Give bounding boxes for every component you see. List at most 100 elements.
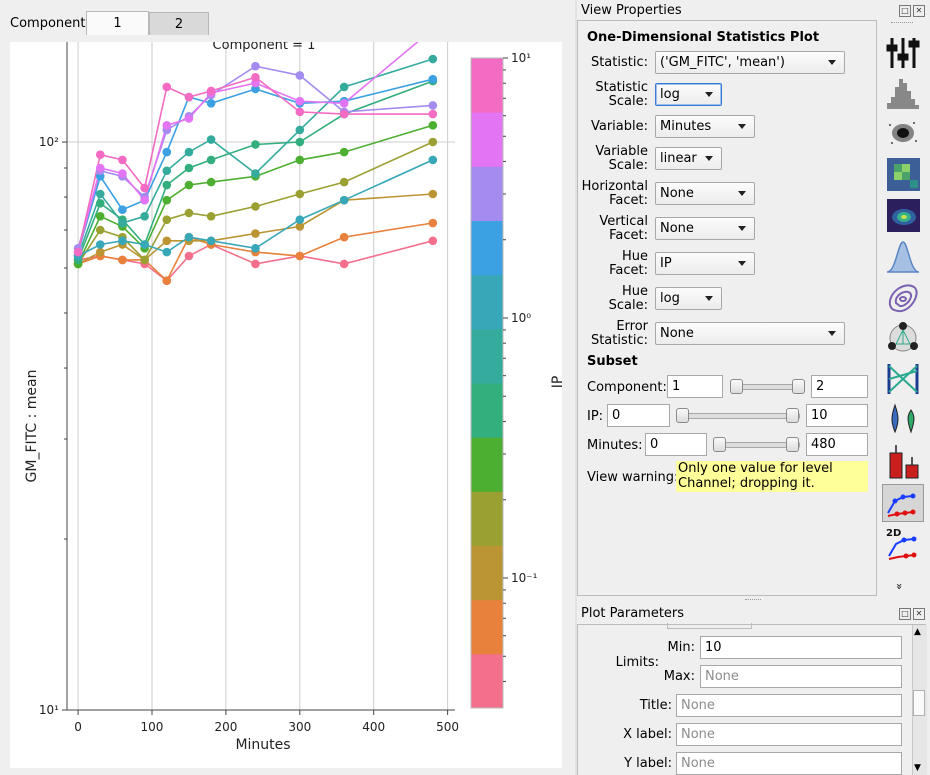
bar-chart-icon[interactable] <box>884 443 922 479</box>
limits-max-input[interactable]: None <box>700 665 902 688</box>
kde-icon[interactable] <box>884 238 922 274</box>
data-point <box>184 92 194 102</box>
tab-component-2[interactable]: 2 <box>149 12 209 35</box>
data-point <box>428 155 438 165</box>
component-min-input[interactable]: 1 <box>667 375 723 398</box>
close-icon[interactable]: ✕ <box>913 5 925 17</box>
view-warning-label: View warning: <box>587 470 679 485</box>
variable-select[interactable]: Minutes <box>655 115 755 138</box>
data-point <box>339 195 349 205</box>
view-warning-text: Only one value for level Channel; droppi… <box>676 461 868 492</box>
ip-slider-max-handle[interactable] <box>786 408 799 423</box>
density-2d-icon[interactable] <box>884 197 922 233</box>
minutes-max-input[interactable]: 480 <box>806 433 868 456</box>
scroll-up-icon[interactable]: ▲ <box>914 627 921 637</box>
stats-2d-icon[interactable]: 2D <box>884 526 922 562</box>
chevron-down-icon <box>738 124 746 129</box>
statistic-select[interactable]: ('GM_FITC', 'mean') <box>655 51 845 74</box>
x-tick-label: 300 <box>288 720 311 734</box>
violin-icon[interactable] <box>884 361 922 397</box>
tab-component-1[interactable]: 1 <box>86 11 149 35</box>
data-point <box>162 195 172 205</box>
data-point <box>140 211 149 221</box>
ip-slider-min-handle[interactable] <box>676 408 689 423</box>
component-max-input[interactable]: 2 <box>811 375 868 398</box>
data-point <box>251 84 260 94</box>
subset-heading: Subset <box>587 354 638 369</box>
x-tick-label: 0 <box>74 720 82 734</box>
vertical-facet-select[interactable]: None <box>655 217 755 240</box>
component-slider-min-handle[interactable] <box>730 379 743 394</box>
ip-min-input[interactable]: 0 <box>607 404 670 427</box>
colorbar-segment <box>471 599 503 655</box>
x-label-label: X label: <box>623 727 672 742</box>
data-point <box>95 163 105 173</box>
view-properties-title: View Properties <box>581 3 682 18</box>
variable-scale-select[interactable]: linear <box>655 147 722 170</box>
minutes-slider-min-handle[interactable] <box>713 437 726 452</box>
data-point <box>162 215 172 224</box>
data-point <box>184 147 194 157</box>
toolbar-grip[interactable] <box>891 22 913 25</box>
data-point <box>206 211 216 221</box>
chevron-down-icon <box>705 296 713 301</box>
dock-splitter[interactable] <box>745 599 761 602</box>
data-point <box>162 166 172 176</box>
data-point <box>140 183 149 193</box>
ip-max-input[interactable]: 10 <box>806 404 868 427</box>
data-point <box>118 169 127 178</box>
colorbar-label: IP <box>550 376 562 389</box>
statistic-label: Statistic: <box>590 55 648 70</box>
error-statistic-select[interactable]: None <box>655 322 845 345</box>
component-slider-max-handle[interactable] <box>792 379 805 394</box>
minutes-slider-max-handle[interactable] <box>786 437 799 452</box>
histogram-icon[interactable] <box>884 75 922 111</box>
barchart-icon[interactable] <box>884 35 922 71</box>
statistic-scale-value: log <box>660 87 680 102</box>
scatterplot-icon[interactable] <box>884 115 922 151</box>
error-statistic-label: Error Statistic: <box>590 319 648 348</box>
collapsed-group-tab[interactable] <box>667 623 752 629</box>
data-point <box>339 232 349 242</box>
statistic-scale-select[interactable]: log <box>655 83 722 106</box>
data-point <box>184 251 194 261</box>
component-tabs-label: Component <box>10 16 86 31</box>
hue-facet-select[interactable]: IP <box>655 252 755 275</box>
x-label-input[interactable]: None <box>676 723 902 746</box>
chevron-down-icon <box>705 156 713 161</box>
parallel-plot-icon[interactable] <box>884 320 922 356</box>
hue-facet-value: IP <box>660 256 672 271</box>
stats-1d-icon[interactable] <box>882 484 924 522</box>
horizontal-facet-select[interactable]: None <box>655 182 755 205</box>
chevron-down-icon <box>828 331 836 336</box>
float-icon[interactable]: □ <box>899 608 911 620</box>
plot-panel: Component 1 2 0 100 200 300 400 500 10¹ 10² 10¹… <box>10 11 566 768</box>
float-icon[interactable]: □ <box>899 5 911 17</box>
title-input[interactable]: None <box>676 694 902 717</box>
colorbar-frame <box>470 57 504 709</box>
data-point <box>251 243 260 253</box>
y-axis-label: GM_FITC : mean <box>24 370 40 483</box>
close-icon[interactable]: ✕ <box>913 608 925 620</box>
kde-2d-icon[interactable] <box>884 279 922 315</box>
data-point <box>118 236 127 246</box>
splitter[interactable] <box>575 0 577 775</box>
data-point <box>251 259 260 269</box>
data-point <box>95 199 105 208</box>
data-point <box>206 86 216 96</box>
data-point <box>428 101 438 110</box>
limits-min-input[interactable]: 10 <box>700 636 902 659</box>
violin-plot-icon[interactable] <box>884 402 922 438</box>
scroll-down-icon[interactable]: ▼ <box>914 763 921 773</box>
histogram-2d-icon[interactable] <box>884 156 922 192</box>
hue-scale-select[interactable]: log <box>655 287 722 310</box>
minutes-min-input[interactable]: 0 <box>645 433 707 456</box>
more-icon[interactable]: » <box>892 583 906 590</box>
chevron-down-icon <box>738 191 746 196</box>
limits-label: Limits: <box>615 655 659 670</box>
data-point <box>428 137 438 147</box>
variable-value: Minutes <box>660 119 712 134</box>
data-point <box>251 229 260 238</box>
scrollbar-handle[interactable] <box>913 690 925 716</box>
y-label-input[interactable]: None <box>676 752 902 775</box>
